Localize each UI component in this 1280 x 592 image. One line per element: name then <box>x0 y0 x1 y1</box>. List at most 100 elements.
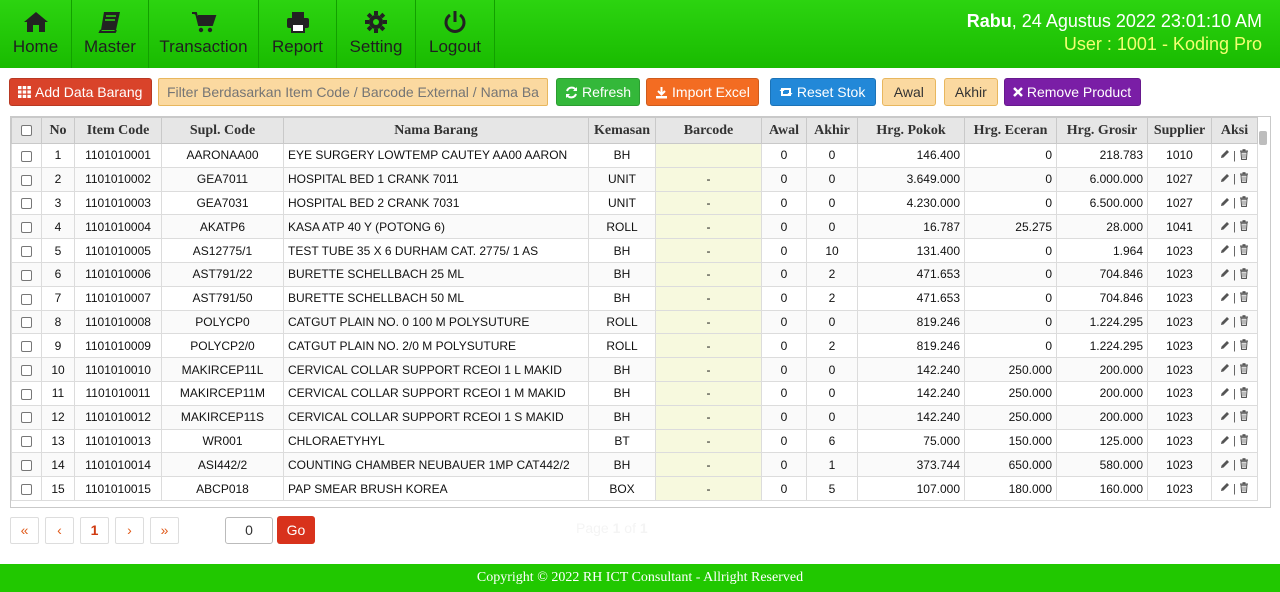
table-row[interactable]: 4 1101010004 AKATP6 KASA ATP 40 Y (POTONG 6… <box>11 214 1258 240</box>
edit-icon[interactable] <box>1220 268 1230 281</box>
header-hrg-grosir[interactable]: Hrg. Grosir <box>1056 117 1148 144</box>
edit-icon[interactable] <box>1220 292 1230 305</box>
cell-select[interactable] <box>11 309 42 335</box>
table-row[interactable]: 11 1101010011 MAKIRCEP11M CERVICAL COLLAR S… <box>11 380 1258 406</box>
filter-input[interactable] <box>158 78 548 106</box>
row-checkbox[interactable] <box>21 460 32 472</box>
delete-icon[interactable] <box>1239 363 1249 377</box>
awal-button[interactable]: Awal <box>881 78 936 106</box>
row-checkbox[interactable] <box>21 174 32 186</box>
row-checkbox[interactable] <box>21 364 32 376</box>
nav-report[interactable]: Report <box>259 0 337 68</box>
cell-select[interactable] <box>11 238 42 263</box>
table-row[interactable]: 7 1101010007 AST791/50 BURETTE SCHELLBACH 5… <box>11 285 1258 311</box>
cell-select[interactable] <box>11 452 42 478</box>
row-checkbox[interactable] <box>21 198 32 210</box>
edit-icon[interactable] <box>1220 244 1230 257</box>
select-all-header[interactable] <box>11 117 42 144</box>
row-checkbox[interactable] <box>21 412 32 424</box>
table-row[interactable]: 5 1101010005 AS12775/1 TEST TUBE 35 X 6 DUR… <box>11 238 1258 263</box>
cell-select[interactable] <box>11 285 42 311</box>
table-row[interactable]: 14 1101010014 ASI442/2 COUNTING CHAMBER NEU… <box>11 452 1258 478</box>
row-checkbox[interactable] <box>21 483 32 495</box>
header-item-code[interactable]: Item Code <box>74 117 162 144</box>
cell-select[interactable] <box>11 476 42 501</box>
next-page-button[interactable]: › <box>115 516 144 544</box>
reset-stok-button[interactable]: Reset Stok <box>769 78 876 106</box>
edit-icon[interactable] <box>1220 363 1230 376</box>
row-checkbox[interactable] <box>21 436 32 448</box>
nav-master[interactable]: Master <box>72 0 149 68</box>
cell-select[interactable] <box>11 143 42 168</box>
nav-home[interactable]: Home <box>0 0 72 68</box>
edit-icon[interactable] <box>1220 340 1230 353</box>
edit-icon[interactable] <box>1220 411 1230 424</box>
refresh-button[interactable]: Refresh <box>556 78 641 106</box>
cell-select[interactable] <box>11 214 42 240</box>
edit-icon[interactable] <box>1220 459 1230 472</box>
table-row[interactable]: 9 1101010009 POLYCP2/0 CATGUT PLAIN NO. 2/0… <box>11 333 1258 359</box>
row-checkbox[interactable] <box>21 150 32 162</box>
cell-select[interactable] <box>11 333 42 359</box>
header-kemasan[interactable]: Kemasan <box>588 117 656 144</box>
delete-icon[interactable] <box>1239 410 1249 424</box>
first-page-button[interactable]: « <box>10 516 39 544</box>
edit-icon[interactable] <box>1220 316 1230 329</box>
row-checkbox[interactable] <box>21 245 32 257</box>
edit-icon[interactable] <box>1220 197 1230 210</box>
select-all-checkbox[interactable] <box>21 124 32 136</box>
delete-icon[interactable] <box>1239 315 1249 329</box>
edit-icon[interactable] <box>1220 221 1230 234</box>
header-supl-code[interactable]: Supl. Code <box>161 117 284 144</box>
header-awal[interactable]: Awal <box>761 117 807 144</box>
table-scrollbar[interactable] <box>1258 129 1268 505</box>
header-barcode[interactable]: Barcode <box>655 117 762 144</box>
page-1-button[interactable]: 1 <box>80 516 109 544</box>
table-row[interactable]: 1 1101010001 AARONAA00 EYE SURGERY LOWTEMP … <box>11 143 1258 168</box>
cell-select[interactable] <box>11 404 42 430</box>
delete-icon[interactable] <box>1239 434 1249 448</box>
edit-icon[interactable] <box>1220 387 1230 400</box>
table-row[interactable]: 10 1101010010 MAKIRCEP11L CERVICAL COLLAR S… <box>11 357 1258 382</box>
delete-icon[interactable] <box>1239 220 1249 234</box>
header-hrg-eceran[interactable]: Hrg. Eceran <box>964 117 1057 144</box>
edit-icon[interactable] <box>1220 173 1230 186</box>
header-no[interactable]: No <box>41 117 75 144</box>
edit-icon[interactable] <box>1220 482 1230 495</box>
delete-icon[interactable] <box>1239 244 1249 258</box>
row-checkbox[interactable] <box>21 317 32 329</box>
nav-transaction[interactable]: Transaction <box>149 0 259 68</box>
table-row[interactable]: 8 1101010008 POLYCP0 CATGUT PLAIN NO. 0 100… <box>11 309 1258 335</box>
header-hrg-pokok[interactable]: Hrg. Pokok <box>857 117 965 144</box>
remove-product-button[interactable]: Remove Product <box>1003 78 1141 106</box>
table-row[interactable]: 2 1101010002 GEA7011 HOSPITAL BED 1 CRANK 7… <box>11 166 1258 192</box>
table-row[interactable]: 12 1101010012 MAKIRCEP11S CERVICAL COLLAR S… <box>11 404 1258 430</box>
cell-select[interactable] <box>11 428 42 454</box>
delete-icon[interactable] <box>1239 481 1249 496</box>
header-akhir[interactable]: Akhir <box>806 117 858 144</box>
table-row[interactable]: 6 1101010006 AST791/22 BURETTE SCHELLBACH 2… <box>11 261 1258 287</box>
delete-icon[interactable] <box>1239 148 1249 163</box>
cell-select[interactable] <box>11 166 42 192</box>
akhir-button[interactable]: Akhir <box>943 78 998 106</box>
header-nama-barang[interactable]: Nama Barang <box>283 117 589 144</box>
row-checkbox[interactable] <box>21 293 32 305</box>
cell-select[interactable] <box>11 261 42 287</box>
nav-setting[interactable]: Setting <box>337 0 416 68</box>
delete-icon[interactable] <box>1239 458 1249 472</box>
table-row[interactable]: 13 1101010013 WR001 CHLORAETYHYL BT -0 6 75.000… <box>11 428 1258 454</box>
table-row[interactable]: 15 1101010015 ABCP018 PAP SMEAR BRUSH KOREA… <box>11 476 1258 501</box>
delete-icon[interactable] <box>1239 196 1249 210</box>
page-number-input[interactable] <box>225 516 273 544</box>
edit-icon[interactable] <box>1220 435 1230 448</box>
delete-icon[interactable] <box>1239 267 1249 282</box>
delete-icon[interactable] <box>1239 339 1249 353</box>
add-data-button[interactable]: Add Data Barang <box>9 78 152 106</box>
nav-logout[interactable]: Logout <box>416 0 495 68</box>
header-supplier[interactable]: Supplier <box>1147 117 1212 144</box>
delete-icon[interactable] <box>1239 386 1249 401</box>
go-button[interactable]: Go <box>277 516 315 544</box>
delete-icon[interactable] <box>1239 291 1249 305</box>
row-checkbox[interactable] <box>21 222 32 234</box>
import-excel-button[interactable]: Import Excel <box>646 78 759 106</box>
